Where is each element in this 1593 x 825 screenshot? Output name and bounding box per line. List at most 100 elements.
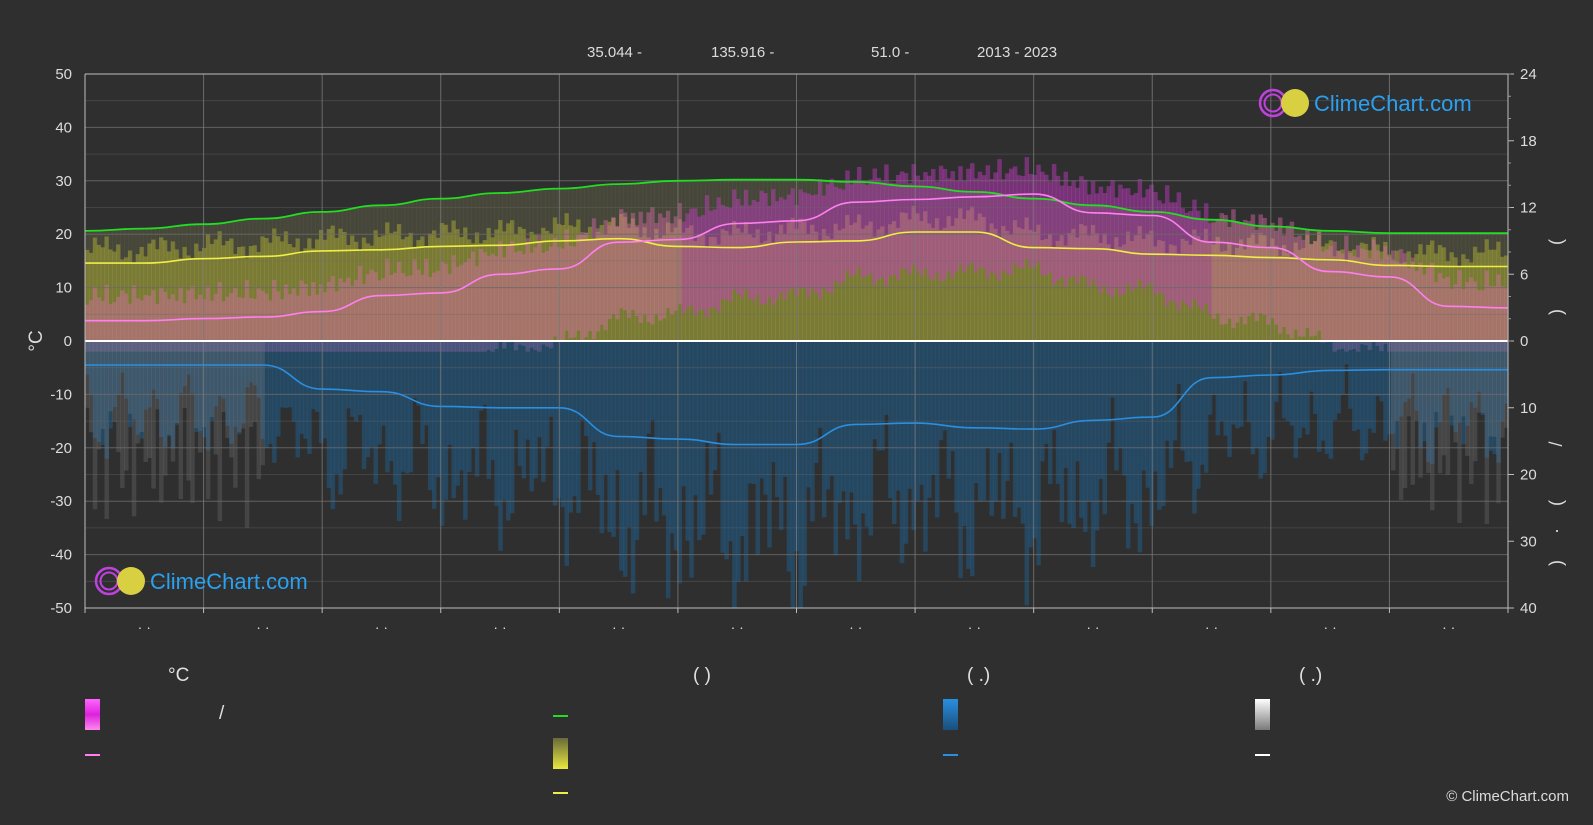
precipitation-bar bbox=[856, 341, 862, 582]
sunshine-bar bbox=[229, 238, 234, 341]
temperature-bar bbox=[829, 178, 835, 294]
precipitation-bar bbox=[942, 341, 948, 431]
precipitation-bar bbox=[1200, 341, 1205, 465]
precipitation-bar bbox=[1465, 341, 1470, 426]
daylight-bar bbox=[564, 188, 570, 214]
daylight-bar bbox=[911, 186, 917, 206]
precipitation-bar bbox=[459, 341, 464, 471]
temperature-bar bbox=[1075, 187, 1080, 284]
sunshine-bar bbox=[743, 221, 749, 341]
temperature-bar bbox=[330, 275, 336, 352]
temperature-bar bbox=[1137, 178, 1143, 280]
sunshine-bar bbox=[821, 229, 827, 341]
temperature-bar bbox=[537, 235, 542, 352]
temperature-bar bbox=[658, 213, 663, 321]
temperature-bar bbox=[1340, 253, 1345, 349]
precipitation-bar bbox=[1161, 341, 1166, 507]
sunshine-bar bbox=[681, 232, 686, 341]
daylight-bar bbox=[1102, 206, 1108, 234]
precipitation-bar bbox=[186, 341, 191, 375]
right-axis-glyph: · bbox=[1546, 528, 1566, 534]
precipitation-bar bbox=[1496, 341, 1501, 463]
precipitation-bar bbox=[416, 341, 421, 406]
daylight-bar bbox=[1044, 199, 1049, 239]
left-axis-title: °C bbox=[26, 330, 47, 351]
temperature-bar bbox=[108, 304, 113, 352]
temperature-bar bbox=[1250, 214, 1256, 313]
temperature-bar bbox=[482, 252, 488, 352]
precipitation-bar bbox=[1024, 341, 1030, 606]
temperature-bar bbox=[373, 272, 378, 352]
temperature-bar bbox=[716, 197, 722, 312]
precipitation-bar bbox=[295, 341, 301, 458]
daylight-bar bbox=[938, 188, 944, 230]
temperature-bar bbox=[564, 229, 570, 331]
sunshine-bar bbox=[599, 225, 605, 341]
daylight-bar bbox=[1441, 233, 1447, 248]
temperature-bar bbox=[993, 172, 998, 275]
daylight-bar bbox=[225, 222, 230, 241]
sunshine-bar bbox=[1036, 224, 1041, 341]
precipitation-bar bbox=[1219, 341, 1224, 422]
daylight-bar bbox=[416, 201, 421, 241]
precipitation-bar bbox=[178, 341, 184, 393]
temperature-bar bbox=[494, 256, 499, 349]
daylight-bar bbox=[186, 225, 191, 256]
precipitation-bar bbox=[895, 341, 901, 491]
temperature-bar bbox=[346, 277, 351, 352]
precipitation-bar bbox=[428, 341, 433, 491]
logo-sun-icon bbox=[1281, 89, 1309, 117]
precipitation-bar bbox=[1293, 341, 1299, 458]
sunshine-bar bbox=[1161, 241, 1166, 341]
sunshine-bar bbox=[962, 218, 967, 341]
temperature-bar bbox=[525, 238, 531, 352]
precipitation-bar bbox=[1274, 341, 1279, 402]
sunshine-bar bbox=[611, 217, 616, 341]
sunshine-bar bbox=[233, 253, 238, 341]
sunshine-bar bbox=[646, 237, 651, 341]
temperature-bar bbox=[431, 272, 437, 352]
precipitation-bar bbox=[685, 341, 690, 541]
daylight-bar bbox=[954, 190, 959, 219]
temperature-bar bbox=[338, 278, 343, 352]
daylight-bar bbox=[1079, 203, 1084, 225]
sunshine-bar bbox=[120, 259, 125, 341]
sunshine-bar bbox=[420, 236, 425, 341]
temperature-bar bbox=[1246, 221, 1252, 317]
sunshine-bar bbox=[1184, 240, 1189, 341]
daylight-bar bbox=[1359, 231, 1365, 243]
daylight-bar bbox=[662, 181, 667, 236]
snow-bar bbox=[1472, 341, 1478, 462]
sunshine-bar bbox=[330, 225, 336, 341]
precipitation-bar bbox=[743, 341, 749, 582]
precipitation-bar bbox=[665, 341, 671, 599]
snow-bar bbox=[1480, 341, 1486, 413]
daylight-bar bbox=[1067, 202, 1072, 233]
precipitation-bar bbox=[521, 341, 527, 479]
precipitation-bar bbox=[623, 341, 628, 577]
sunshine-bar bbox=[1168, 244, 1174, 341]
sunshine-bar bbox=[755, 229, 761, 341]
precipitation-bar bbox=[537, 341, 542, 438]
sunshine-bar bbox=[1246, 237, 1252, 341]
precipitation-bar bbox=[116, 341, 121, 395]
daylight-bar bbox=[845, 181, 850, 215]
sunshine-bar bbox=[739, 232, 745, 341]
sunshine-bar bbox=[494, 229, 499, 341]
temperature-bar bbox=[911, 164, 917, 265]
temperature-bar bbox=[377, 280, 382, 352]
sunshine-bar bbox=[1223, 250, 1228, 341]
temperature-bar bbox=[256, 288, 262, 352]
precipitation-bar bbox=[96, 341, 102, 442]
daylight-bar bbox=[537, 190, 542, 243]
precipitation-bar bbox=[381, 341, 386, 426]
precipitation-bar bbox=[950, 341, 955, 452]
precipitation-bar bbox=[318, 341, 324, 444]
daylight-bar bbox=[1036, 198, 1041, 225]
sunshine-bar bbox=[1281, 244, 1287, 341]
precipitation-bar bbox=[1063, 341, 1069, 468]
daylight-bar bbox=[1207, 219, 1213, 242]
sunshine-bar bbox=[287, 243, 293, 341]
temperature-bar bbox=[225, 296, 230, 352]
daylight-bar bbox=[864, 182, 870, 226]
